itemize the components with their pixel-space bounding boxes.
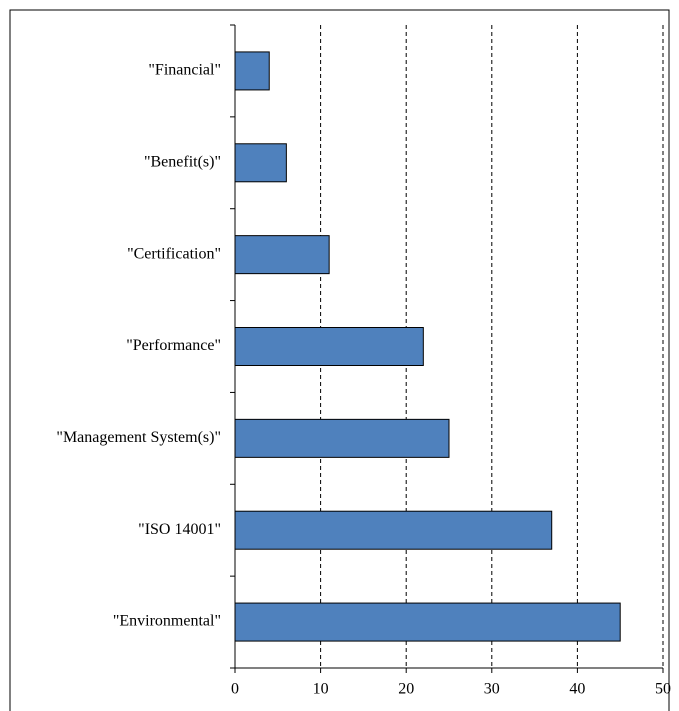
x-tick-label: 20	[398, 681, 414, 698]
x-tick-label: 10	[313, 681, 329, 698]
x-tick-label: 0	[231, 681, 239, 698]
x-tick-label: 30	[484, 681, 500, 698]
bar	[234, 418, 450, 458]
y-tick-label: "Certification"	[127, 245, 221, 262]
bar	[234, 602, 621, 642]
bar	[234, 327, 424, 366]
bar	[234, 143, 287, 183]
y-tick-label: "Benefit(s)"	[144, 153, 221, 170]
bar	[234, 51, 270, 91]
frame	[9, 9, 670, 711]
y-tick-label: "Management System(s)"	[56, 429, 221, 446]
x-tick-label: 50	[655, 681, 671, 698]
y-tick-label: "ISO 14001"	[138, 521, 221, 538]
bar	[234, 510, 553, 550]
x-tick-label: 40	[569, 681, 585, 698]
y-tick-label: "Financial"	[148, 62, 221, 79]
bar	[234, 235, 330, 275]
y-tick-label: "Environmental"	[113, 613, 221, 630]
y-tick-label: "Performance"	[126, 337, 221, 354]
